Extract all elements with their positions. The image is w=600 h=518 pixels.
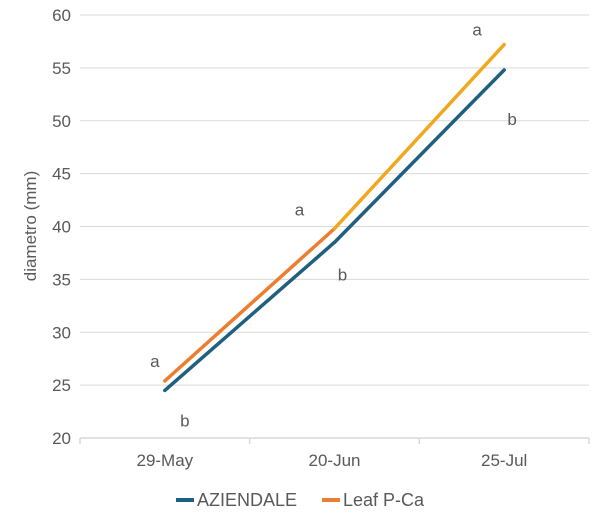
y-tick-label: 55 <box>52 59 71 78</box>
y-tick-label: 45 <box>52 165 71 184</box>
legend-label: AZIENDALE <box>196 489 297 510</box>
series-segment-aziendale <box>332 68 506 245</box>
y-tick-label: 20 <box>52 429 71 448</box>
x-tick-label: 29-May <box>136 451 193 470</box>
series-segment-leaf-p-ca <box>163 226 337 383</box>
significance-annotations: b b b a a a <box>150 21 517 431</box>
y-axis-ticks: 20 25 30 35 40 45 50 55 60 <box>52 6 71 448</box>
y-tick-label: 40 <box>52 218 71 237</box>
annotation-letter: b <box>180 411 189 430</box>
annotation-letter: a <box>150 352 160 371</box>
x-tick-label: 20-Jun <box>309 451 361 470</box>
y-tick-label: 60 <box>52 6 71 25</box>
gridlines <box>80 14 589 386</box>
series-segment-aziendale <box>163 240 337 393</box>
y-tick-label: 30 <box>52 323 71 342</box>
legend-swatch-icon <box>322 498 340 502</box>
legend-swatch-icon <box>175 498 194 502</box>
y-tick-label: 50 <box>52 112 71 131</box>
annotation-letter: a <box>295 201 305 220</box>
y-axis-label: diametro (mm) <box>21 171 40 282</box>
legend-item-leaf-p-ca: Leaf P-Ca <box>322 490 424 511</box>
series-segment-leaf-p-ca <box>332 42 506 231</box>
y-tick-label: 25 <box>52 376 71 395</box>
annotation-letter: b <box>507 110 516 129</box>
legend-item-aziendale: AZIENDALE <box>175 489 297 511</box>
legend: AZIENDALE Leaf P-Ca <box>0 486 600 511</box>
annotation-letter: a <box>472 21 482 40</box>
series-lines <box>163 42 506 393</box>
x-axis-ticks: 29-May 20-Jun 25-Jul <box>136 451 527 470</box>
annotation-letter: b <box>338 265 347 284</box>
legend-label: Leaf P-Ca <box>343 489 425 510</box>
x-tick-label: 25-Jul <box>481 451 527 470</box>
y-tick-label: 35 <box>52 270 71 289</box>
x-axis <box>79 437 590 444</box>
